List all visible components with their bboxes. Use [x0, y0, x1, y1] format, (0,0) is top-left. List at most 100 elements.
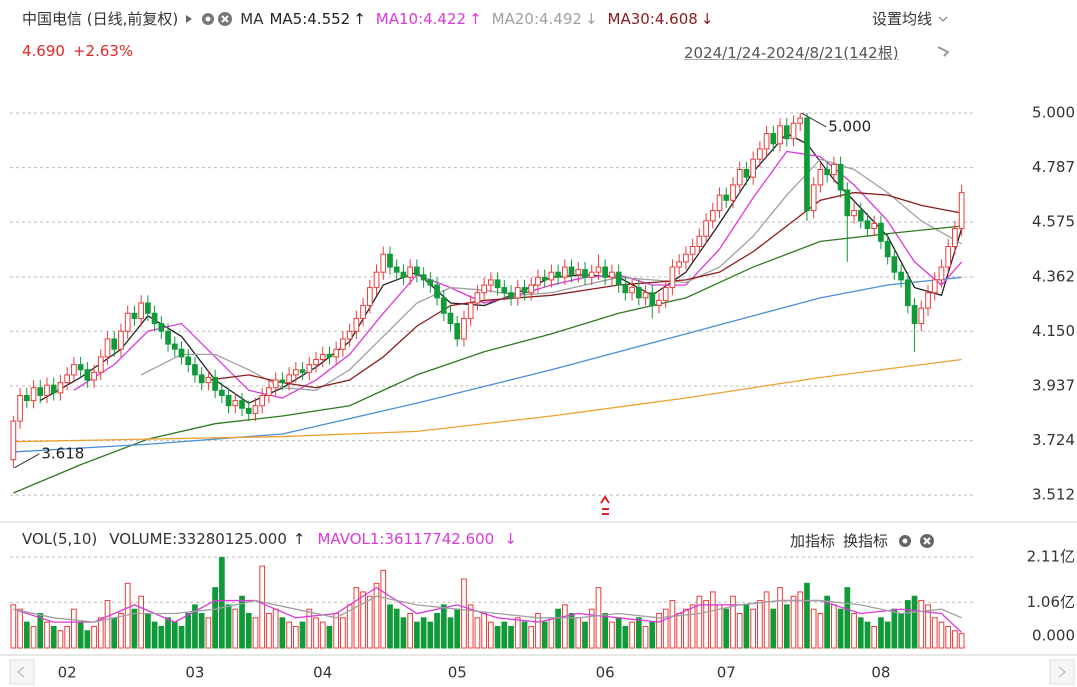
candle-body — [145, 302, 151, 314]
scroll-right[interactable] — [1049, 659, 1075, 685]
stock-title: 中国电信 (日线,前复权) — [22, 10, 179, 28]
indicator-buttons: 加指标 换指标 — [790, 530, 936, 551]
volume-bar — [501, 621, 508, 649]
candle-body — [488, 279, 494, 286]
legend-name: MAVOL1:36117742.600 — [317, 530, 495, 548]
candle-body — [447, 312, 454, 325]
candle-body — [514, 287, 521, 299]
candle-body — [218, 389, 225, 396]
x-tick-label: 05 — [448, 664, 467, 682]
candle-body — [797, 117, 804, 124]
x-tick-label: 03 — [185, 664, 204, 682]
ma-line — [13, 225, 962, 494]
candle-body — [750, 158, 757, 178]
candle-body — [380, 253, 387, 273]
candle-body — [44, 384, 50, 396]
volume-bar — [138, 595, 144, 649]
date-range-row: 2024/1/24-2024/8/21(142根) — [684, 42, 899, 63]
volume-bar — [817, 612, 824, 649]
volume-bar — [864, 621, 871, 649]
candle-body — [165, 330, 171, 345]
candle-body — [205, 376, 212, 384]
candle-body — [878, 222, 884, 242]
candle-body — [313, 359, 319, 366]
candle-body — [178, 348, 185, 358]
volume-bar — [770, 608, 777, 649]
candle-body — [340, 338, 346, 350]
candle-body — [642, 292, 649, 299]
volume-bar — [198, 612, 205, 649]
volume-bar — [91, 625, 97, 649]
candle-body — [326, 353, 333, 358]
volume-bar — [575, 617, 582, 649]
volume-bar — [467, 604, 474, 649]
candle-body — [783, 125, 790, 140]
panel-tools[interactable] — [896, 532, 936, 550]
volume-bar — [454, 608, 461, 649]
y-tick-label: 4.787 — [1032, 158, 1075, 176]
candle-body — [588, 271, 595, 278]
expand-icon[interactable] — [184, 13, 194, 25]
volume-bar — [528, 625, 535, 649]
settings[interactable]: 设置均线 — [872, 8, 948, 29]
candle-body — [709, 210, 716, 222]
volume-bar — [185, 612, 192, 649]
candle-body — [528, 284, 535, 294]
switch-indicator[interactable]: 换指标 — [843, 532, 889, 550]
candle-body — [743, 168, 750, 178]
candle-body — [272, 379, 279, 389]
pin-icon[interactable] — [937, 46, 950, 57]
volume-label: VOLUME:33280125.000 — [109, 530, 287, 548]
candle-body — [400, 271, 407, 278]
volume-bar — [931, 617, 938, 649]
ma-tool-icons[interactable] — [200, 11, 234, 27]
candle-body — [346, 330, 353, 340]
date-range[interactable]: 2024/1/24-2024/8/21(142根) — [684, 44, 899, 62]
candle-body — [17, 394, 23, 422]
candle-body — [373, 271, 380, 289]
volume-bar — [622, 625, 629, 649]
volume-bar — [333, 612, 340, 649]
y-tick-label: 3.937 — [1032, 376, 1075, 394]
volume-bar — [252, 617, 259, 649]
candle-body — [864, 220, 871, 230]
volume-bar — [757, 600, 763, 649]
settings-label[interactable]: 设置均线 — [872, 10, 933, 28]
candle-body — [245, 407, 252, 414]
candle-body — [629, 287, 635, 294]
volume-bar — [259, 565, 266, 649]
volume-bar — [797, 591, 804, 649]
volume-bar — [380, 569, 387, 649]
price-change: +2.63% — [72, 42, 134, 60]
volume-bar — [884, 621, 891, 649]
candle-body — [333, 348, 340, 358]
volume-bar — [474, 617, 481, 649]
volume-bar — [245, 612, 252, 649]
volume-bar — [420, 617, 427, 649]
y-tick-label: 2.11亿 — [1027, 548, 1075, 566]
add-indicator[interactable]: 加指标 — [790, 532, 836, 550]
candle-body — [615, 271, 622, 286]
volume-bar — [326, 625, 333, 649]
candle-body — [225, 394, 232, 407]
volume-bar — [911, 595, 918, 649]
candle-body — [252, 405, 259, 414]
volume-bar — [696, 595, 703, 649]
volume-bar — [313, 617, 319, 649]
legend-entry: MA5:4.552 ↑ — [269, 10, 365, 28]
volume-bar — [440, 604, 447, 649]
volume-bar — [373, 582, 380, 649]
legend-entry: MA10:4.422 ↑ — [376, 10, 482, 28]
volume-bar — [952, 630, 958, 649]
volume-bar — [50, 625, 57, 649]
candle-body — [292, 369, 299, 376]
volume-bar — [360, 591, 366, 649]
volume-bar — [37, 612, 44, 649]
volume-bar — [266, 612, 272, 649]
candle-body — [952, 228, 958, 248]
scroll-left[interactable] — [9, 659, 35, 685]
candle-body — [918, 307, 925, 325]
y-tick-label: 4.150 — [1032, 322, 1075, 340]
candle-body — [360, 305, 366, 319]
volume-bar — [878, 617, 884, 649]
